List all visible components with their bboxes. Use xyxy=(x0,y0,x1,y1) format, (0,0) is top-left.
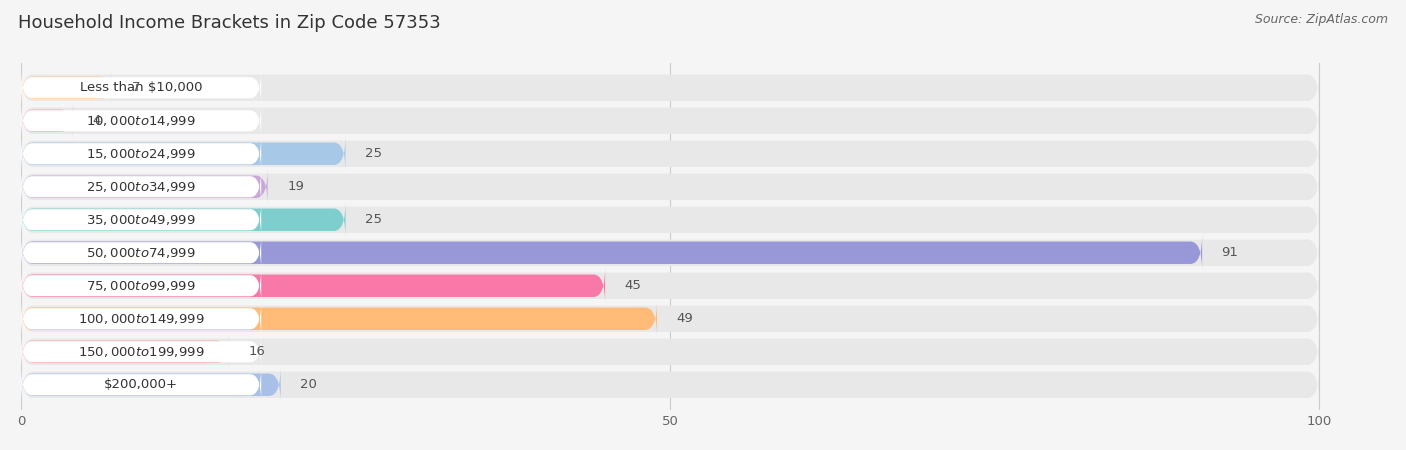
Text: $150,000 to $199,999: $150,000 to $199,999 xyxy=(77,345,204,359)
FancyBboxPatch shape xyxy=(21,300,657,337)
Text: $200,000+: $200,000+ xyxy=(104,378,179,391)
FancyBboxPatch shape xyxy=(21,136,262,171)
FancyBboxPatch shape xyxy=(21,301,262,336)
Text: $15,000 to $24,999: $15,000 to $24,999 xyxy=(86,147,195,161)
Text: Source: ZipAtlas.com: Source: ZipAtlas.com xyxy=(1254,14,1388,27)
Text: 7: 7 xyxy=(131,81,141,94)
Text: 4: 4 xyxy=(93,114,101,127)
FancyBboxPatch shape xyxy=(21,168,267,205)
FancyBboxPatch shape xyxy=(21,366,281,403)
FancyBboxPatch shape xyxy=(21,203,1319,236)
Text: $100,000 to $149,999: $100,000 to $149,999 xyxy=(77,312,204,326)
FancyBboxPatch shape xyxy=(21,333,229,370)
FancyBboxPatch shape xyxy=(21,234,1202,271)
FancyBboxPatch shape xyxy=(21,170,1319,203)
Text: 49: 49 xyxy=(676,312,693,325)
Text: $10,000 to $14,999: $10,000 to $14,999 xyxy=(86,114,195,128)
FancyBboxPatch shape xyxy=(21,103,262,138)
FancyBboxPatch shape xyxy=(21,69,112,106)
FancyBboxPatch shape xyxy=(21,202,262,237)
Text: Less than $10,000: Less than $10,000 xyxy=(80,81,202,94)
FancyBboxPatch shape xyxy=(21,368,1319,401)
Text: 20: 20 xyxy=(299,378,316,391)
Text: 25: 25 xyxy=(366,213,382,226)
Text: $25,000 to $34,999: $25,000 to $34,999 xyxy=(86,180,195,194)
FancyBboxPatch shape xyxy=(21,268,262,303)
FancyBboxPatch shape xyxy=(21,102,73,139)
FancyBboxPatch shape xyxy=(21,335,1319,368)
Text: 19: 19 xyxy=(287,180,304,193)
FancyBboxPatch shape xyxy=(21,104,1319,137)
FancyBboxPatch shape xyxy=(21,367,262,402)
Text: 16: 16 xyxy=(249,345,266,358)
Text: 25: 25 xyxy=(366,147,382,160)
FancyBboxPatch shape xyxy=(21,269,1319,302)
FancyBboxPatch shape xyxy=(21,137,1319,170)
FancyBboxPatch shape xyxy=(21,71,1319,104)
FancyBboxPatch shape xyxy=(21,201,346,238)
Text: $35,000 to $49,999: $35,000 to $49,999 xyxy=(86,213,195,227)
Text: $75,000 to $99,999: $75,000 to $99,999 xyxy=(86,279,195,293)
FancyBboxPatch shape xyxy=(21,334,262,369)
FancyBboxPatch shape xyxy=(21,267,605,304)
FancyBboxPatch shape xyxy=(21,70,262,105)
Text: $50,000 to $74,999: $50,000 to $74,999 xyxy=(86,246,195,260)
Text: 91: 91 xyxy=(1222,246,1239,259)
Text: 45: 45 xyxy=(624,279,641,292)
FancyBboxPatch shape xyxy=(21,135,346,172)
FancyBboxPatch shape xyxy=(21,302,1319,335)
Text: Household Income Brackets in Zip Code 57353: Household Income Brackets in Zip Code 57… xyxy=(18,14,441,32)
FancyBboxPatch shape xyxy=(21,169,262,204)
FancyBboxPatch shape xyxy=(21,236,1319,269)
FancyBboxPatch shape xyxy=(21,235,262,270)
